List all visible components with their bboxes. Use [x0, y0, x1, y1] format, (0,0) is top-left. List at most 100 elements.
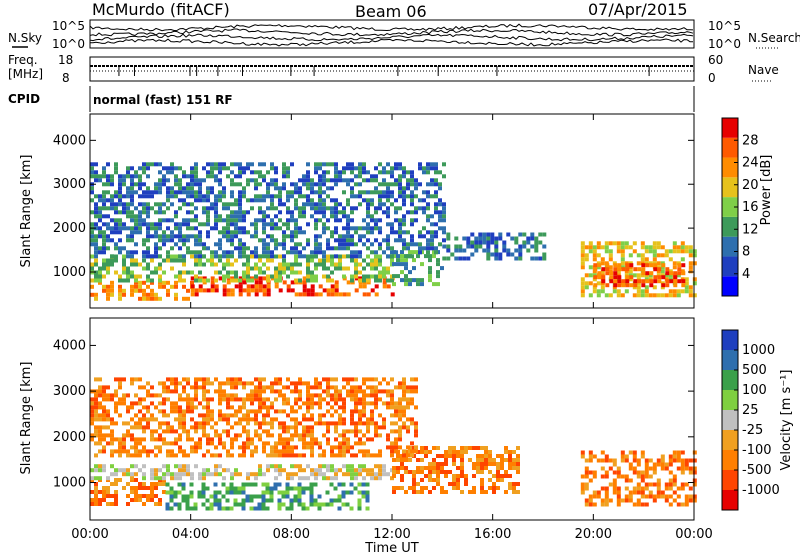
heatmap-cell [616, 466, 621, 471]
heatmap-cell [398, 401, 402, 406]
heatmap-cell [194, 174, 198, 179]
heatmap-cell [94, 476, 98, 481]
heatmap-cell [446, 232, 451, 237]
heatmap-cell [262, 218, 266, 223]
heatmap-cell [298, 254, 302, 259]
heatmap-cell [106, 288, 110, 293]
heatmap-cell [370, 266, 374, 271]
heatmap-cell [484, 458, 488, 462]
heatmap-cell [262, 270, 266, 275]
heatmap-cell [154, 250, 158, 255]
heatmap-cell [274, 266, 278, 271]
heatmap-cell [402, 222, 406, 227]
heatmap-cell [206, 401, 210, 406]
heatmap-cell [652, 494, 657, 499]
heatmap-cell [346, 230, 350, 235]
heatmap-cell [122, 288, 126, 293]
heatmap-cell [350, 464, 354, 469]
heatmap-cell [358, 226, 362, 231]
heatmap-cell [488, 450, 492, 454]
heatmap-cell [142, 250, 146, 255]
heatmap-cell [672, 249, 677, 254]
heatmap-cell [350, 162, 354, 167]
heatmap-cell [648, 293, 653, 298]
heatmap-cell [166, 292, 170, 297]
heatmap-cell [366, 214, 370, 219]
heatmap-cell [370, 472, 374, 477]
heatmap-cell [226, 417, 230, 422]
heatmap-cell [174, 385, 178, 390]
heatmap-cell [386, 472, 390, 477]
heatmap-cell [692, 478, 697, 483]
heatmap-cell [378, 425, 382, 430]
heatmap-cell [193, 502, 198, 507]
heatmap-cell [213, 494, 218, 499]
heatmap-cell [334, 198, 338, 203]
heatmap-cell [354, 397, 358, 402]
heatmap-cell [102, 266, 106, 271]
heatmap-cell [406, 246, 410, 251]
heatmap-cell [94, 397, 98, 402]
heatmap-cell [158, 284, 162, 289]
heatmap-cell [640, 502, 645, 507]
heatmap-cell [222, 429, 226, 434]
heatmap-cell [126, 206, 130, 211]
heatmap-cell [94, 393, 98, 398]
heatmap-cell [334, 377, 338, 382]
heatmap-cell [338, 417, 342, 422]
heatmap-cell [146, 226, 150, 231]
heatmap-cell [146, 222, 150, 227]
heatmap-cell [342, 401, 346, 406]
heatmap-cell [265, 490, 270, 495]
heatmap-cell [162, 210, 166, 215]
heatmap-cell [194, 218, 198, 223]
heatmap-cell [484, 450, 488, 454]
heatmap-cell [254, 274, 258, 279]
heatmap-cell [609, 271, 614, 276]
heatmap-cell [250, 397, 254, 402]
heatmap-cell [406, 389, 410, 394]
heatmap-cell [114, 166, 118, 171]
heatmap-cell [90, 413, 94, 418]
heatmap-cell [278, 278, 282, 283]
heatmap-cell [290, 389, 294, 394]
heatmap-cell [102, 190, 106, 195]
heatmap-cell [253, 494, 258, 499]
heatmap-cell [138, 409, 142, 414]
heatmap-cell [600, 486, 605, 491]
heatmap-cell [396, 262, 400, 267]
heatmap-cell [436, 478, 440, 482]
heatmap-cell [302, 280, 307, 285]
heatmap-cell [526, 240, 531, 245]
heatmap-cell [206, 433, 210, 438]
heatmap-cell [134, 284, 138, 289]
heatmap-cell [342, 210, 346, 215]
heatmap-cell [420, 486, 424, 490]
power-colorbar-swatch [722, 236, 738, 257]
heatmap-cell [230, 476, 234, 481]
heatmap-cell [206, 190, 210, 195]
heatmap-cell [174, 417, 178, 422]
heatmap-cell [402, 170, 406, 175]
heatmap-cell [512, 466, 516, 470]
heatmap-cell [294, 445, 298, 450]
heatmap-cell [596, 245, 601, 250]
heatmap-cell [202, 433, 206, 438]
heatmap-cell [278, 198, 282, 203]
heatmap-cell [94, 494, 98, 498]
heatmap-cell [246, 230, 250, 235]
heatmap-cell [254, 429, 258, 434]
heatmap-cell [282, 234, 286, 239]
heatmap-cell [386, 433, 390, 438]
heatmap-cell [110, 292, 114, 297]
heatmap-cell [394, 441, 398, 446]
heatmap-cell [318, 178, 322, 183]
heatmap-cell [386, 278, 390, 283]
heatmap-cell [98, 178, 102, 183]
heatmap-cell [190, 270, 194, 275]
heatmap-cell [258, 280, 263, 285]
heatmap-cell [186, 464, 190, 469]
heatmap-cell [322, 449, 326, 454]
heatmap-cell [162, 242, 166, 247]
heatmap-cell [362, 393, 366, 398]
